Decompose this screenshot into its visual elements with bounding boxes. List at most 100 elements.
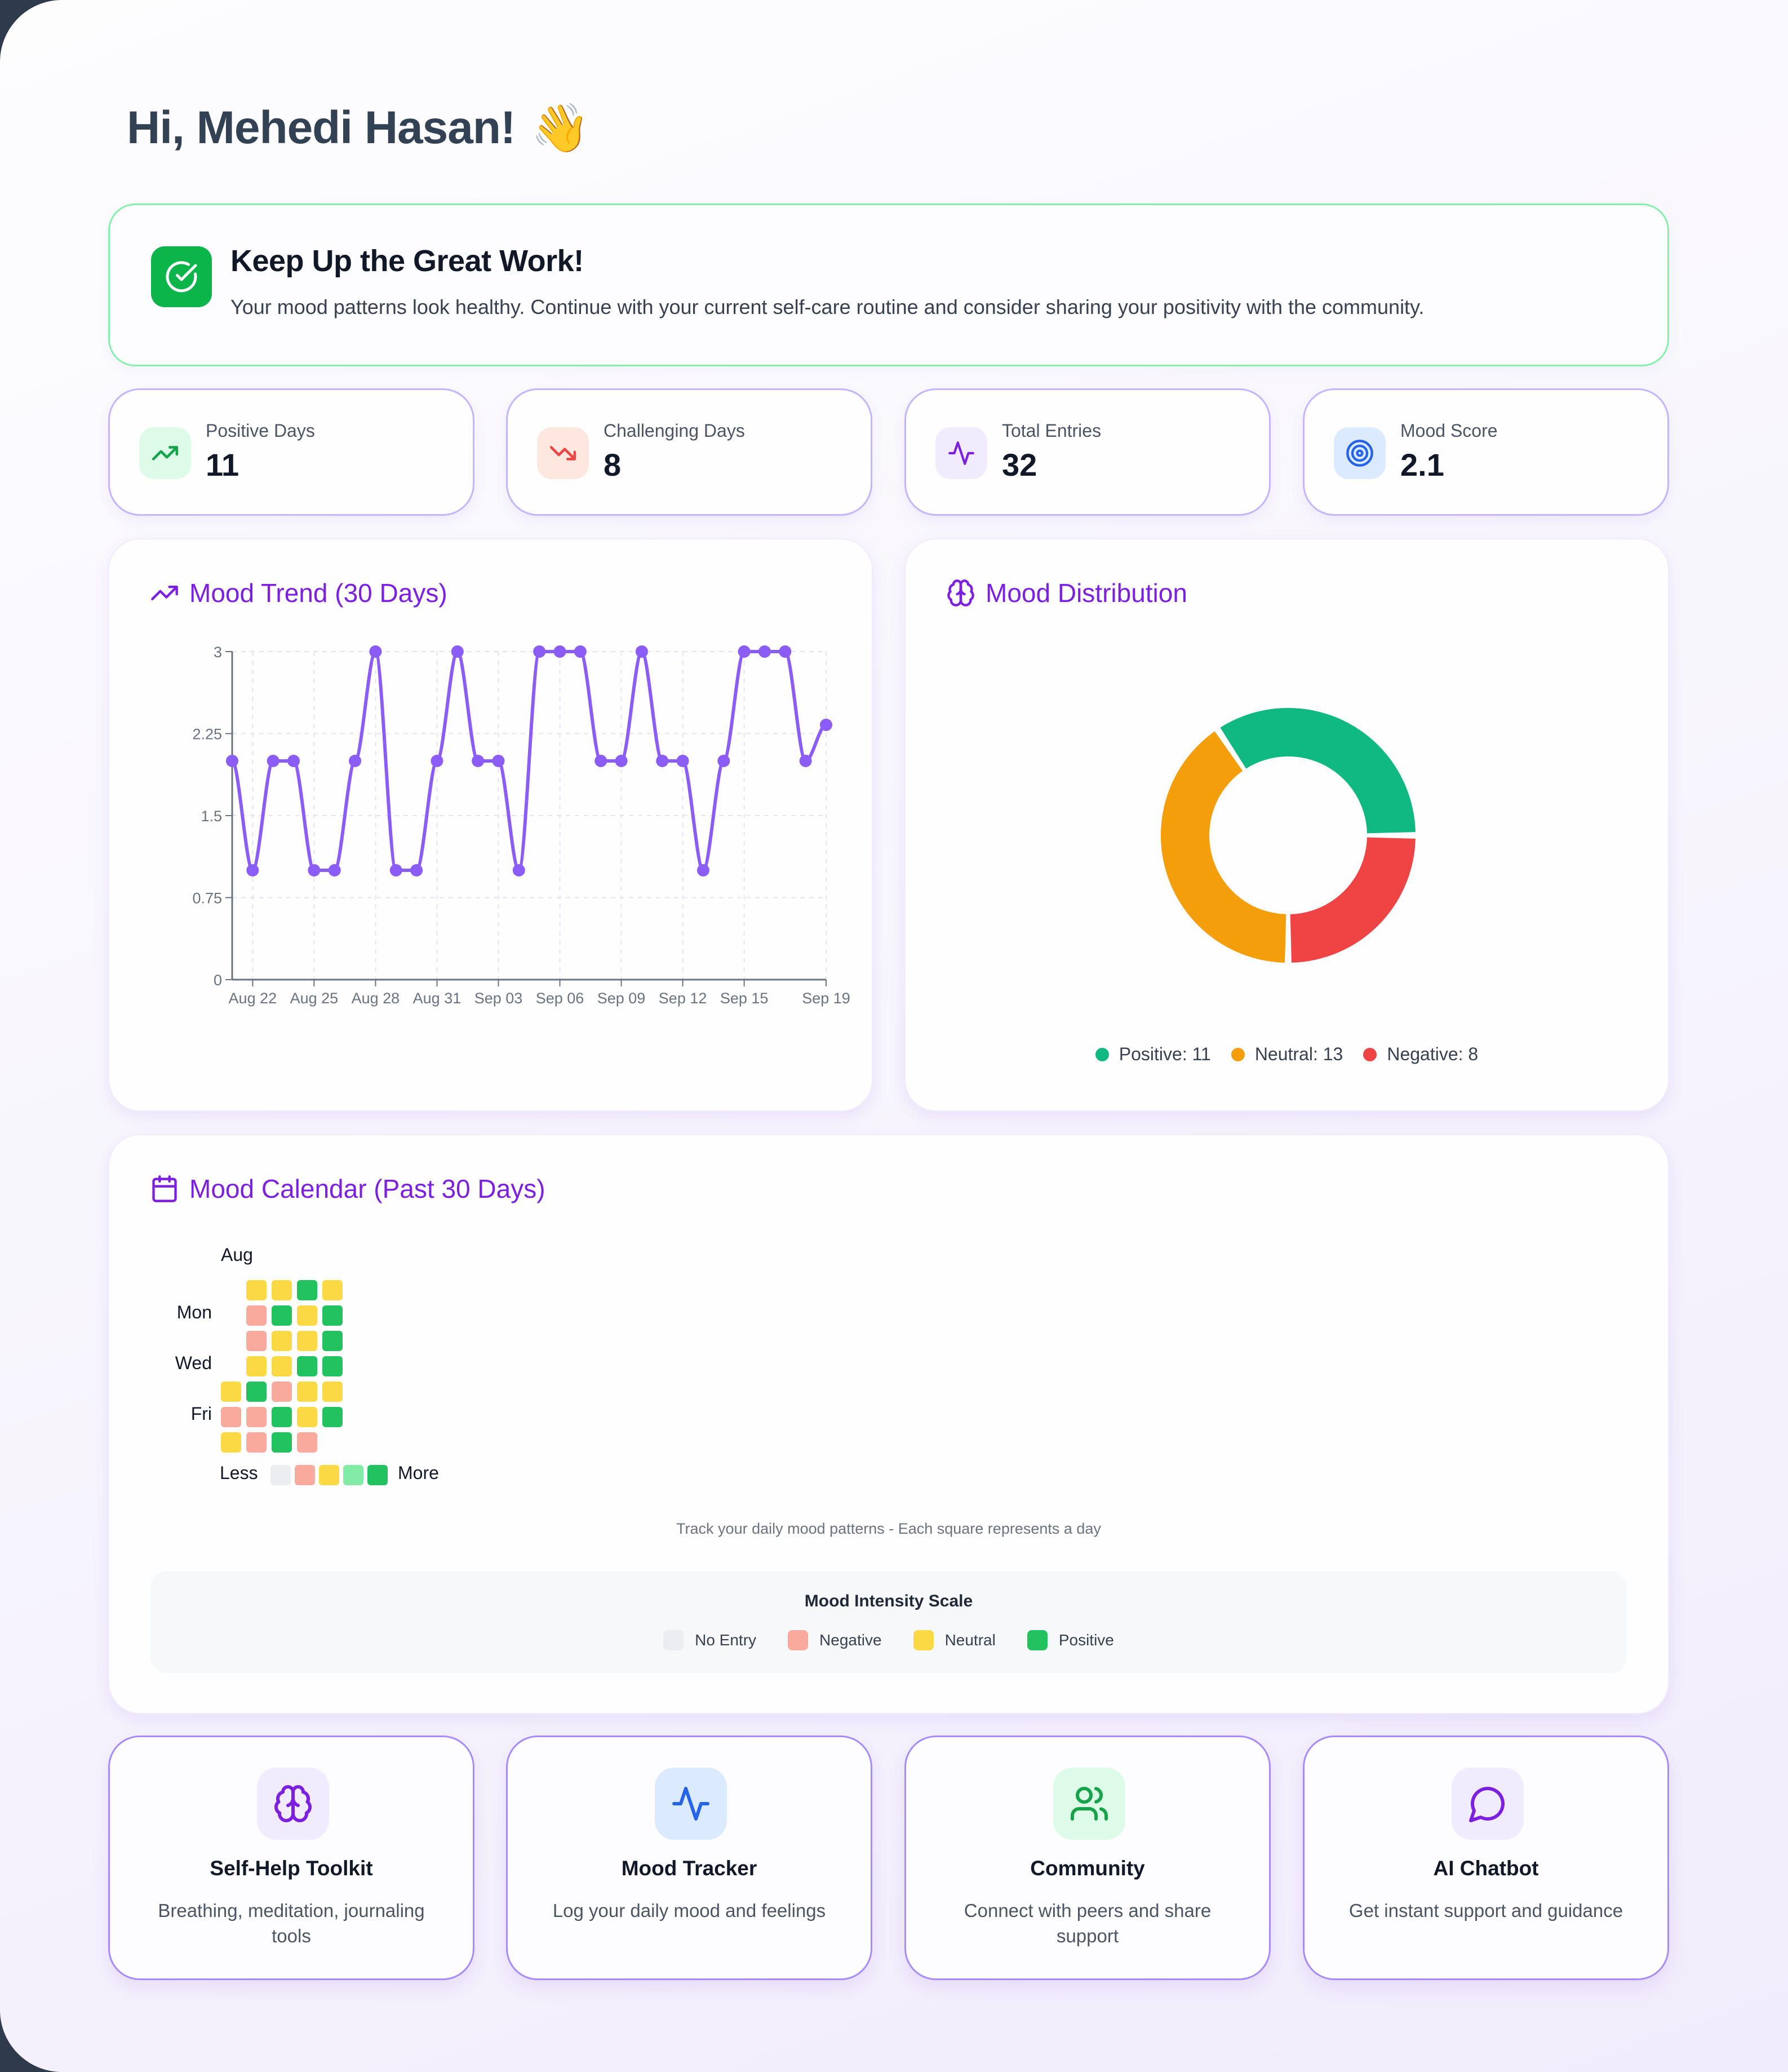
calendar-day-cell[interactable] [297,1305,317,1326]
activity-icon [655,1768,727,1840]
calendar-icon [152,1175,177,1202]
calendar-day-cell[interactable] [297,1382,317,1402]
calendar-day-cell[interactable] [221,1407,241,1427]
calendar-day-cell[interactable] [246,1305,267,1326]
check-circle-icon [151,246,212,307]
svg-text:Aug 22: Aug 22 [229,990,277,1007]
svg-text:Sep 12: Sep 12 [659,990,707,1007]
action-card-self-help-toolkit[interactable]: Self-Help Toolkit Breathing, meditation,… [108,1735,474,1980]
calendar-day-cell[interactable] [322,1305,343,1326]
calendar-day-cell[interactable] [272,1432,292,1453]
svg-text:0.75: 0.75 [192,890,222,907]
calendar-day-cell[interactable] [322,1382,343,1402]
encouragement-banner: Keep Up the Great Work! Your mood patter… [108,203,1669,366]
svg-text:Sep 03: Sep 03 [474,990,523,1007]
mood-distribution-donut-chart [1161,708,1416,963]
donut-slice-positive[interactable] [1220,708,1416,834]
calendar-day-cell[interactable] [272,1356,292,1376]
donut-slice-neutral[interactable] [1161,731,1286,963]
action-title: Community [1030,1857,1145,1880]
calendar-day-cell[interactable] [246,1407,267,1427]
svg-text:Sep 19: Sep 19 [802,990,850,1007]
legend-swatch [295,1465,315,1485]
calendar-day-cell[interactable] [246,1432,267,1453]
calendar-day-cell[interactable] [246,1382,267,1402]
legend-item-positive[interactable]: Positive: 11 [1095,1044,1211,1065]
action-card-mood-tracker[interactable]: Mood Tracker Log your daily mood and fee… [506,1735,872,1980]
legend-swatch [270,1465,291,1485]
stat-value: 8 [604,447,622,482]
calendar-day-cell[interactable] [246,1331,267,1351]
svg-text:3: 3 [214,644,222,661]
scale-item-neutral: Neutral [913,1630,996,1650]
calendar-day-cell[interactable] [322,1331,343,1351]
calendar-day-cell[interactable] [221,1432,241,1453]
calendar-day-cell[interactable] [221,1382,241,1402]
calendar-day-cell[interactable] [297,1432,317,1453]
stat-label: Positive Days [206,420,315,441]
message-circle-icon [1452,1768,1524,1840]
calendar-day-label-wed: Wed [175,1353,212,1373]
action-description: Breathing, meditation, journaling tools [158,1900,425,1946]
greeting-text: Hi, Mehedi Hasan! [127,102,516,153]
stat-value: 32 [1002,447,1037,482]
mood-trend-card: Mood Trend (30 Days) 0 0.75 1.5 2.25 3 Aug 22… [108,538,873,1112]
calendar-month-label: Aug [221,1245,253,1265]
calendar-day-cell[interactable] [322,1356,343,1376]
calendar-day-cell[interactable] [297,1407,317,1427]
scale-item-no-entry: No Entry [663,1630,756,1650]
swatch-no-entry [663,1630,684,1650]
swatch-positive [1027,1630,1048,1650]
banner-title: Keep Up the Great Work! [230,244,584,278]
stat-value: 11 [206,447,239,482]
mood-distribution-card: Mood Distribution Positive: 11 Neutral: … [904,538,1669,1112]
action-title: Self-Help Toolkit [210,1857,373,1880]
greeting-heading: Hi, Mehedi Hasan! 👋 [127,101,590,154]
mood-intensity-items: No Entry Negative Neutral Positive [150,1630,1627,1650]
svg-text:Sep 09: Sep 09 [597,990,646,1007]
action-description: Get instant support and guidance [1348,1900,1623,1921]
action-card-community[interactable]: Community Connect with peers and share s… [904,1735,1271,1980]
legend-swatch [319,1465,339,1485]
calendar-day-label-mon: Mon [176,1302,212,1322]
calendar-day-cell[interactable] [322,1407,343,1427]
calendar-day-cell[interactable] [297,1356,317,1376]
mood-trend-title: Mood Trend (30 Days) [150,578,447,608]
legend-swatch [343,1465,363,1485]
legend-item-neutral[interactable]: Neutral: 13 [1231,1044,1343,1065]
calendar-day-cell[interactable] [272,1305,292,1326]
calendar-day-cell[interactable] [297,1331,317,1351]
mood-distribution-title: Mood Distribution [946,578,1187,608]
calendar-day-cell[interactable] [272,1331,292,1351]
calendar-less-label: Less [220,1463,258,1483]
legend-swatch [367,1465,388,1485]
calendar-day-cell[interactable] [272,1407,292,1427]
calendar-day-cell[interactable] [246,1280,267,1300]
svg-text:2.25: 2.25 [192,726,222,743]
swatch-neutral [913,1630,934,1650]
calendar-day-cell[interactable] [246,1356,267,1376]
mood-intensity-title: Mood Intensity Scale [804,1592,973,1610]
donut-slice-negative[interactable] [1290,837,1416,963]
calendar-day-cell[interactable] [297,1280,317,1300]
stat-label: Total Entries [1002,420,1102,441]
calendar-day-cell[interactable] [272,1382,292,1402]
calendar-day-cell[interactable] [272,1280,292,1300]
activity-icon [935,427,987,479]
swatch-negative [788,1630,809,1650]
legend-item-negative[interactable]: Negative: 8 [1363,1044,1478,1065]
stat-label: Challenging Days [604,420,745,441]
action-card-ai-chatbot[interactable]: AI Chatbot Get instant support and guida… [1303,1735,1669,1980]
scale-item-positive: Positive [1027,1630,1114,1650]
svg-text:1.5: 1.5 [201,808,222,825]
svg-text:Aug 31: Aug 31 [413,990,462,1007]
stat-card-challenging-days: Challenging Days 8 [506,388,872,516]
stat-card-total-entries: Total Entries 32 [904,388,1271,516]
calendar-caption: Track your daily mood patterns - Each sq… [676,1520,1101,1537]
calendar-day-label-fri: Fri [190,1404,212,1424]
legend-dot-negative [1363,1047,1377,1061]
users-icon [1053,1768,1125,1840]
calendar-day-cell[interactable] [322,1280,343,1300]
stat-card-mood-score: Mood Score 2.1 [1303,388,1669,516]
